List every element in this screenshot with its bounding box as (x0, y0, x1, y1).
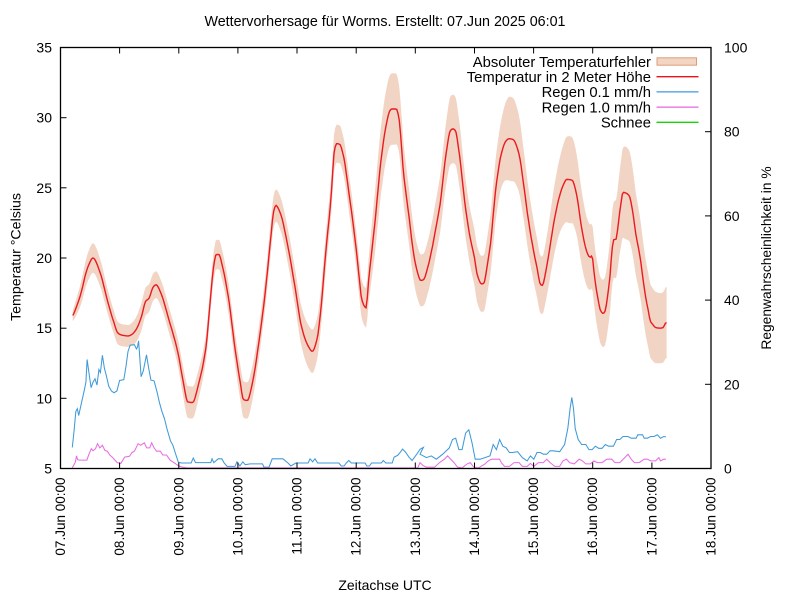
svg-text:100: 100 (724, 40, 748, 56)
svg-text:Wettervorhersage für Worms. Er: Wettervorhersage für Worms. Erstellt: 07… (204, 14, 565, 30)
svg-text:08.Jun 00:00: 08.Jun 00:00 (112, 478, 127, 556)
svg-text:30: 30 (36, 110, 52, 126)
svg-text:15.Jun 00:00: 15.Jun 00:00 (526, 478, 541, 556)
svg-text:0: 0 (724, 461, 732, 477)
svg-text:Regenwahrscheinlichkeit in %: Regenwahrscheinlichkeit in % (759, 166, 774, 349)
svg-text:Regen 0.1 mm/h: Regen 0.1 mm/h (542, 85, 651, 101)
svg-text:40: 40 (724, 292, 740, 308)
svg-text:Schnee: Schnee (601, 116, 651, 132)
svg-text:15: 15 (36, 320, 52, 336)
svg-text:09.Jun 00:00: 09.Jun 00:00 (171, 478, 186, 556)
svg-text:Zeitachse UTC: Zeitachse UTC (338, 577, 431, 593)
svg-text:Absoluter Temperaturfehler: Absoluter Temperaturfehler (473, 55, 651, 71)
svg-text:60: 60 (724, 208, 740, 224)
svg-text:14.Jun 00:00: 14.Jun 00:00 (467, 478, 482, 556)
svg-text:35: 35 (36, 40, 52, 56)
svg-text:17.Jun 00:00: 17.Jun 00:00 (644, 478, 659, 556)
svg-text:10: 10 (36, 390, 52, 406)
svg-text:07.Jun 00:00: 07.Jun 00:00 (53, 478, 68, 556)
svg-text:10.Jun 00:00: 10.Jun 00:00 (230, 478, 245, 556)
svg-text:80: 80 (724, 124, 740, 140)
svg-text:20: 20 (36, 250, 52, 266)
svg-text:20: 20 (724, 376, 740, 392)
svg-text:25: 25 (36, 180, 52, 196)
svg-text:12.Jun 00:00: 12.Jun 00:00 (349, 478, 364, 556)
svg-text:Temperatur in 2 Meter Höhe: Temperatur in 2 Meter Höhe (467, 70, 651, 86)
svg-text:5: 5 (44, 461, 52, 477)
svg-text:18.Jun 00:00: 18.Jun 00:00 (704, 478, 719, 556)
svg-text:11.Jun 00:00: 11.Jun 00:00 (290, 478, 305, 555)
svg-text:Temperatur °Celsius: Temperatur °Celsius (9, 193, 25, 321)
svg-text:13.Jun 00:00: 13.Jun 00:00 (408, 478, 423, 556)
svg-text:Regen 1.0 mm/h: Regen 1.0 mm/h (542, 100, 651, 116)
svg-text:16.Jun 00:00: 16.Jun 00:00 (585, 478, 600, 556)
